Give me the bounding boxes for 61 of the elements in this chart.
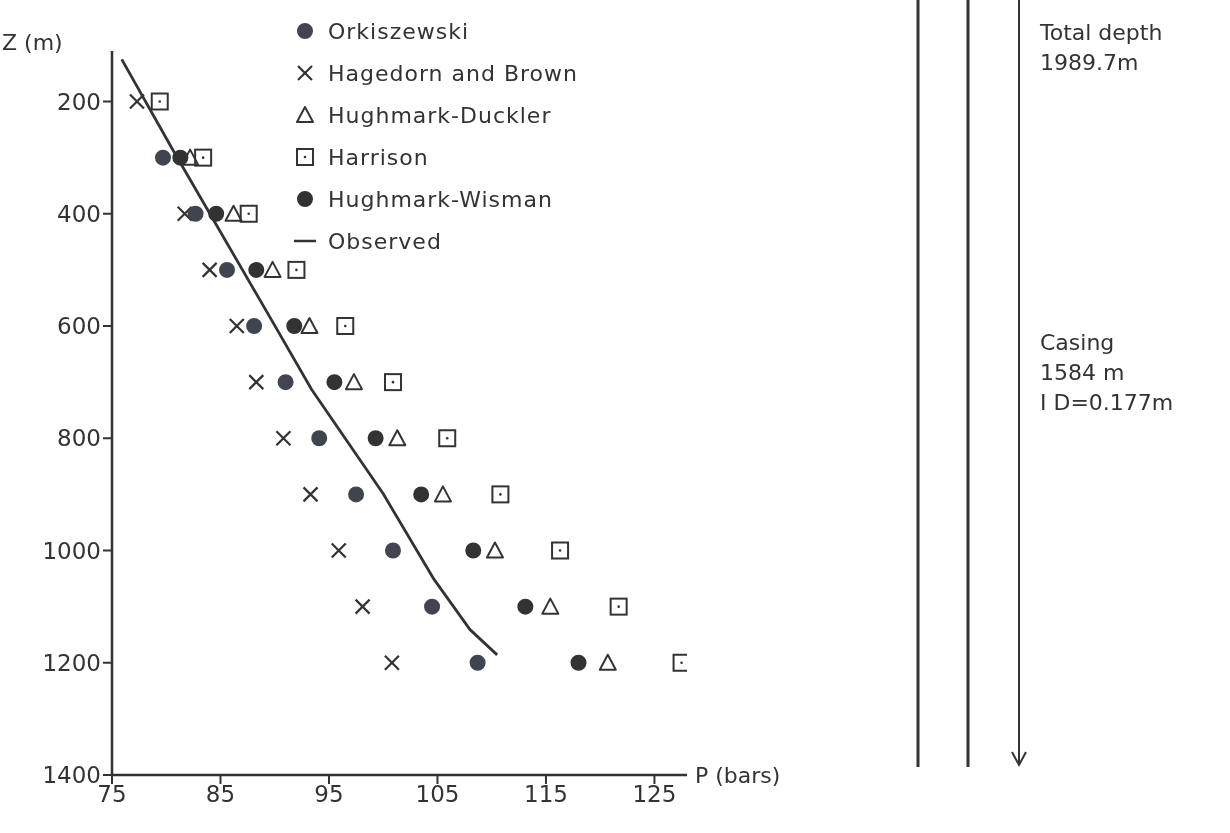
point: [194, 148, 213, 167]
point: [287, 260, 306, 279]
x-tick-label: 125: [632, 781, 677, 808]
point: [367, 430, 384, 447]
point: [181, 148, 200, 166]
point: [208, 205, 225, 222]
point: [551, 541, 570, 560]
point: [384, 542, 401, 559]
y-tick-label: 1000: [42, 537, 101, 564]
point: [277, 374, 294, 391]
point: [150, 92, 169, 111]
point: [491, 485, 510, 504]
legend-label: Hughmark-Duckler: [328, 102, 552, 128]
y-axis-title: Z (m): [2, 30, 63, 55]
y-tick-label: 1200: [42, 649, 101, 676]
x-tick-label: 115: [524, 781, 568, 808]
legend-label: Hughmark-Wisman: [328, 186, 553, 212]
text: Total depth 1989.7m: [1040, 19, 1163, 77]
point: [438, 429, 457, 448]
point: [286, 318, 303, 335]
point: [248, 261, 265, 278]
point: [609, 597, 628, 616]
point: [517, 598, 534, 615]
x-tick-label: 85: [205, 781, 236, 808]
point: [224, 204, 243, 222]
legend-label: Orkiszewski: [328, 18, 470, 44]
point: [239, 204, 258, 223]
y-tick-label: 400: [57, 200, 101, 227]
point: [336, 317, 355, 336]
text: Casing 1584 m I D=0.177m: [1040, 329, 1174, 417]
point: [570, 654, 587, 671]
point: [469, 654, 486, 671]
point: [326, 374, 343, 391]
y-tick-label: 600: [57, 313, 101, 340]
x-tick-label: 105: [415, 781, 460, 808]
legend-label: Hagedorn and Brown: [328, 60, 578, 86]
point: [598, 653, 617, 671]
x-axis-title: P (bars): [695, 763, 781, 788]
point: [263, 260, 282, 278]
point: [154, 149, 171, 166]
y-tick-label: 200: [57, 88, 101, 115]
x-tick-label: 75: [97, 781, 127, 808]
point: [388, 429, 407, 447]
point: [344, 373, 363, 391]
point: [541, 597, 560, 615]
point: [383, 373, 402, 392]
point: [187, 205, 204, 222]
point: [311, 430, 328, 447]
point: [485, 541, 504, 559]
point: [424, 598, 441, 615]
point: [246, 318, 263, 335]
point: [300, 317, 319, 335]
point: [465, 542, 482, 559]
point: [219, 261, 235, 278]
legend-label: Harrison: [328, 144, 429, 170]
point: [433, 485, 452, 503]
point: [413, 486, 430, 503]
y-tick-label: 800: [57, 425, 101, 452]
legend-label: Observed: [328, 228, 442, 254]
point: [348, 486, 365, 503]
x-tick-label: 95: [314, 781, 344, 808]
